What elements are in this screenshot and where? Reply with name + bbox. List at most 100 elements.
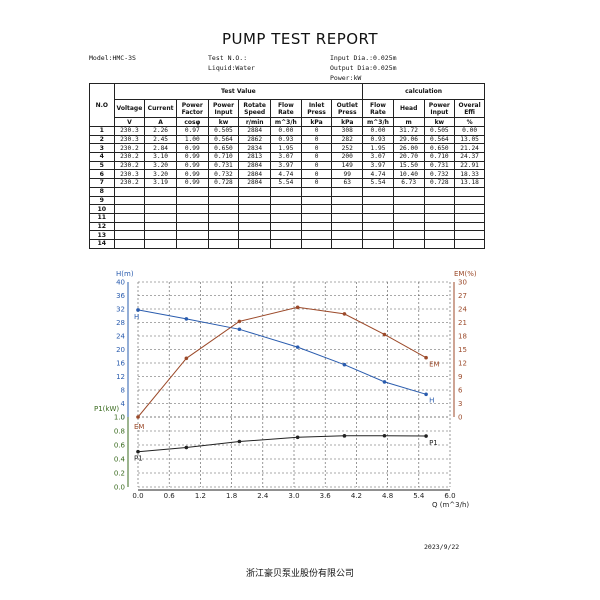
table-cell: 0.00 bbox=[362, 126, 394, 136]
p1-axis-tick-label: 0.6 bbox=[114, 442, 126, 450]
table-cell: 1.95 bbox=[270, 143, 302, 154]
table-cell: 0 bbox=[300, 160, 333, 171]
h-axis-tick-label: 36 bbox=[116, 292, 125, 300]
table-cell: 0 bbox=[300, 126, 333, 136]
table-cell: 10.40 bbox=[392, 169, 425, 180]
table-cell bbox=[331, 230, 364, 240]
row-number: 11 bbox=[89, 212, 115, 223]
table-cell: 308 bbox=[331, 126, 364, 136]
table-cell: 21.24 bbox=[454, 143, 485, 154]
data-point-h bbox=[382, 380, 387, 384]
table-cell: 15.50 bbox=[392, 160, 425, 171]
table-cell bbox=[454, 212, 485, 223]
table-cell: 230.2 bbox=[113, 160, 146, 171]
table-cell: 230.2 bbox=[113, 143, 146, 154]
table-cell: 2804 bbox=[238, 160, 272, 171]
table-cell: 0.99 bbox=[175, 178, 209, 188]
series-start-label: EM bbox=[134, 423, 144, 431]
data-point-h bbox=[237, 327, 242, 332]
h-axis-tick-label: 32 bbox=[116, 306, 125, 314]
table-cell bbox=[423, 238, 456, 249]
table-cell: 4.74 bbox=[270, 169, 302, 180]
h-axis-label: H(m) bbox=[116, 270, 134, 278]
em-axis-tick-label: 9 bbox=[458, 373, 462, 381]
table-cell: 2813 bbox=[238, 152, 272, 162]
table-cell bbox=[270, 221, 302, 232]
h-axis-tick-label: 4 bbox=[121, 400, 126, 408]
row-number: 10 bbox=[89, 204, 115, 214]
table-cell: 3.97 bbox=[362, 160, 394, 171]
table-cell: 2.26 bbox=[144, 126, 177, 136]
x-tick-label: 3.6 bbox=[320, 492, 332, 500]
table-cell: 63 bbox=[331, 178, 364, 188]
x-axis-label: Q (m^3/h) bbox=[432, 501, 469, 509]
data-point-p1 bbox=[342, 434, 347, 438]
data-point-h bbox=[184, 317, 189, 321]
table-cell bbox=[113, 186, 146, 197]
table-cell bbox=[423, 204, 456, 214]
calculation-group-header: calculation bbox=[362, 83, 485, 100]
table-cell bbox=[144, 238, 177, 249]
table-cell bbox=[207, 186, 240, 197]
em-axis-tick-label: 0 bbox=[458, 414, 462, 422]
table-cell bbox=[423, 221, 456, 232]
unit-header: m bbox=[392, 117, 425, 127]
table-cell bbox=[238, 204, 272, 214]
data-point-h bbox=[136, 308, 140, 312]
table-cell bbox=[362, 204, 394, 214]
table-row: 9 bbox=[89, 195, 485, 206]
row-number: 3 bbox=[89, 143, 115, 154]
series-end-label: EM bbox=[429, 361, 439, 369]
table-row: 13 bbox=[89, 230, 485, 240]
table-cell bbox=[300, 195, 333, 206]
table-cell bbox=[144, 186, 177, 197]
table-cell: 2804 bbox=[238, 178, 272, 188]
table-cell bbox=[270, 186, 302, 197]
em-axis-tick-label: 12 bbox=[458, 360, 467, 368]
row-number: 5 bbox=[89, 160, 115, 171]
em-axis-tick-label: 6 bbox=[458, 387, 463, 395]
table-cell bbox=[362, 221, 394, 232]
h-axis-tick-label: 12 bbox=[116, 373, 125, 381]
table-cell bbox=[144, 204, 177, 214]
table-row: 10 bbox=[89, 204, 485, 214]
input-dia-label: Input Dia.:0.025m bbox=[330, 54, 397, 62]
table-cell bbox=[113, 238, 146, 249]
row-number: 2 bbox=[89, 134, 115, 145]
row-number: 6 bbox=[89, 169, 115, 180]
em-axis-tick-label: 30 bbox=[458, 279, 467, 287]
em-axis-tick-label: 15 bbox=[458, 346, 467, 354]
table-cell bbox=[144, 212, 177, 223]
report-date: 2023/9/22 bbox=[424, 543, 460, 551]
table-cell: 2.45 bbox=[144, 134, 177, 145]
table-cell: 13.05 bbox=[454, 134, 485, 145]
table-cell bbox=[423, 212, 456, 223]
table-cell: 5.54 bbox=[362, 178, 394, 188]
table-cell bbox=[423, 195, 456, 206]
table-cell: 29.06 bbox=[392, 134, 425, 145]
table-cell bbox=[392, 186, 425, 197]
table-cell: 0.732 bbox=[423, 169, 456, 180]
table-row: 12 bbox=[89, 221, 485, 232]
test-value-group-header: Test Value bbox=[113, 83, 364, 100]
x-tick-label: 3.0 bbox=[288, 492, 299, 500]
table-cell: 230.3 bbox=[113, 134, 146, 145]
table-cell: 2862 bbox=[238, 134, 272, 145]
table-row: 3 230.2 2.84 0.99 0.650 2834 1.95 0 252 1.95 26.00… bbox=[89, 143, 485, 154]
h-axis-tick-label: 16 bbox=[116, 360, 125, 368]
row-number: 8 bbox=[89, 186, 115, 197]
table-cell bbox=[300, 204, 333, 214]
table-cell: 3.07 bbox=[362, 152, 394, 162]
test-data-table: N.O Test Value calculation Voltage Curren… bbox=[89, 83, 485, 249]
data-point-p1 bbox=[184, 445, 189, 450]
table-cell: 252 bbox=[331, 143, 364, 154]
table-cell: 0.93 bbox=[362, 134, 394, 145]
company-name: 浙江豪贝泵业股份有限公司 bbox=[245, 569, 354, 579]
report-title: PUMP TEST REPORT bbox=[221, 30, 379, 48]
data-point-em bbox=[424, 355, 428, 360]
table-cell bbox=[270, 238, 302, 249]
table-row: 7 230.2 3.19 0.99 0.728 2804 5.54 0 63 5.54 6.73 0.… bbox=[89, 178, 485, 188]
table-cell: 2804 bbox=[238, 169, 272, 180]
table-cell bbox=[113, 221, 146, 232]
